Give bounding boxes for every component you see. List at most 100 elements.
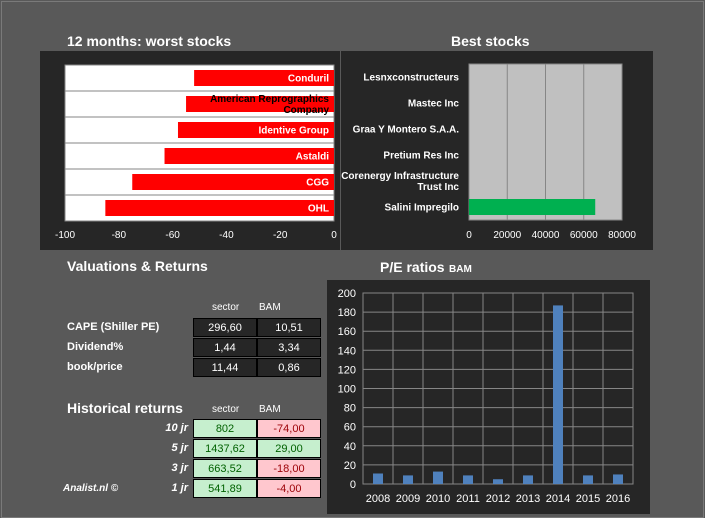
x-tick-label: -60 xyxy=(165,230,180,241)
bar-label: Astaldi xyxy=(296,152,330,163)
row-label: 3 jr xyxy=(171,462,188,474)
y-tick-label: 20 xyxy=(344,460,356,472)
category-label: Graa Y Montero S.A.A. xyxy=(353,125,460,136)
y-tick-label: 120 xyxy=(338,364,356,376)
x-tick-label: 2009 xyxy=(396,493,420,505)
category-label-line: Corenergy Infrastructure xyxy=(341,171,459,182)
bar xyxy=(493,479,503,484)
cell-bam: -4,00 xyxy=(257,479,321,498)
pe-title-block: P/E ratios BAM xyxy=(380,259,472,277)
bar-label-line: American Reprographics xyxy=(210,94,329,105)
row-label: book/price xyxy=(67,361,123,373)
bar-label: CGG xyxy=(306,178,329,189)
best-stocks-title: Best stocks xyxy=(451,33,530,49)
x-tick-label: 2013 xyxy=(516,493,540,505)
category-label-line: Pretium Res Inc xyxy=(383,151,459,162)
bar xyxy=(194,70,334,86)
y-tick-label: 180 xyxy=(338,307,356,319)
x-tick-label: 80000 xyxy=(608,230,636,241)
pe-chart: 0 20 40 60 80 100 120 140 160 180 200 2008 2009 2010 2… xyxy=(338,288,634,505)
category-label-line: Mastec Inc xyxy=(408,99,460,110)
bar xyxy=(553,305,563,484)
bar xyxy=(463,475,473,484)
x-tick-label: 0 xyxy=(466,230,472,241)
row-label: 5 jr xyxy=(171,442,188,454)
bar-label: Identive Group xyxy=(258,126,329,137)
x-tick-label: 2010 xyxy=(426,493,450,505)
x-tick-label: 40000 xyxy=(532,230,560,241)
x-tick-label: 0 xyxy=(331,230,337,241)
cell-sector: 11,44 xyxy=(193,358,257,377)
cell-bam: 10,51 xyxy=(257,318,321,337)
valuations-title: Valuations & Returns xyxy=(67,258,208,274)
bar xyxy=(613,474,623,484)
historical-title: Historical returns xyxy=(67,400,183,416)
cell-bam: 3,34 xyxy=(257,338,321,357)
cell-sector: 1437,62 xyxy=(193,439,257,458)
bar xyxy=(132,174,334,190)
category-label: Lesnxconstructeurs xyxy=(363,73,459,84)
category-label: Salini Impregilo xyxy=(385,203,459,214)
pe-title: P/E ratios xyxy=(380,259,445,275)
pe-subtitle: BAM xyxy=(449,264,472,275)
y-tick-label: 40 xyxy=(344,441,356,453)
y-tick-label: 200 xyxy=(338,288,356,300)
category-label-line: Trust Inc xyxy=(417,182,459,193)
x-tick-label: 20000 xyxy=(493,230,521,241)
cell-sector: 541,89 xyxy=(193,479,257,498)
y-tick-label: 80 xyxy=(344,403,356,415)
valuations-bam-header: BAM xyxy=(259,302,281,313)
x-tick-label: 2016 xyxy=(606,493,630,505)
valuations-sector-header: sector xyxy=(212,302,240,313)
worst-stocks-title: 12 months: worst stocks xyxy=(67,33,232,49)
bar xyxy=(403,475,413,484)
y-tick-label: 60 xyxy=(344,422,356,434)
bar xyxy=(105,200,334,216)
x-tick-label: -100 xyxy=(55,230,75,241)
x-tick-label: -80 xyxy=(112,230,127,241)
x-tick-label: 2014 xyxy=(546,493,570,505)
category-label: Corenergy Infrastructure Trust Inc xyxy=(341,171,459,193)
bar xyxy=(186,96,334,112)
cell-sector: 1,44 xyxy=(193,338,257,357)
bar xyxy=(469,199,596,215)
y-tick-label: 160 xyxy=(338,326,356,338)
bar xyxy=(177,122,334,138)
category-label: Mastec Inc xyxy=(408,99,460,110)
y-tick-label: 0 xyxy=(350,479,356,491)
cell-sector: 663,52 xyxy=(193,459,257,478)
cell-bam: -74,00 xyxy=(257,419,321,438)
y-tick-label: 140 xyxy=(338,345,356,357)
row-label: Dividend% xyxy=(67,341,124,353)
x-tick-label: 2012 xyxy=(486,493,510,505)
row-label: CAPE (Shiller PE) xyxy=(67,321,160,333)
cell-sector: 802 xyxy=(193,419,257,438)
best-stocks-chart: 0 20000 40000 60000 80000 Lesnxconstructeurs M… xyxy=(341,63,636,241)
x-tick-label: 60000 xyxy=(570,230,598,241)
x-tick-label: -40 xyxy=(219,230,234,241)
cell-bam: 0,86 xyxy=(257,358,321,377)
bar xyxy=(583,475,593,484)
bar xyxy=(164,148,334,164)
bar-label-line: Company xyxy=(283,105,329,116)
bar-label: OHL xyxy=(308,204,329,215)
bar xyxy=(433,471,443,484)
category-label: Pretium Res Inc xyxy=(383,151,459,162)
bar-label: American Reprographics Company xyxy=(210,94,329,116)
bar xyxy=(523,475,533,484)
row-label: 1 jr xyxy=(171,482,188,494)
y-tick-label: 100 xyxy=(338,384,356,396)
cell-sector: 296,60 xyxy=(193,318,257,337)
credit-label: Analist.nl © xyxy=(63,483,119,494)
bar xyxy=(373,473,383,484)
category-label-line: Salini Impregilo xyxy=(385,203,459,214)
cell-bam: 29,00 xyxy=(257,439,321,458)
bar-label: Conduril xyxy=(288,74,329,85)
category-label-line: Graa Y Montero S.A.A. xyxy=(353,125,460,136)
cell-bam: -18,00 xyxy=(257,459,321,478)
x-tick-label: 2008 xyxy=(366,493,390,505)
row-label: 10 jr xyxy=(165,422,188,434)
x-tick-label: 2015 xyxy=(576,493,600,505)
historical-sector-header: sector xyxy=(212,404,240,415)
x-tick-label: -20 xyxy=(273,230,288,241)
